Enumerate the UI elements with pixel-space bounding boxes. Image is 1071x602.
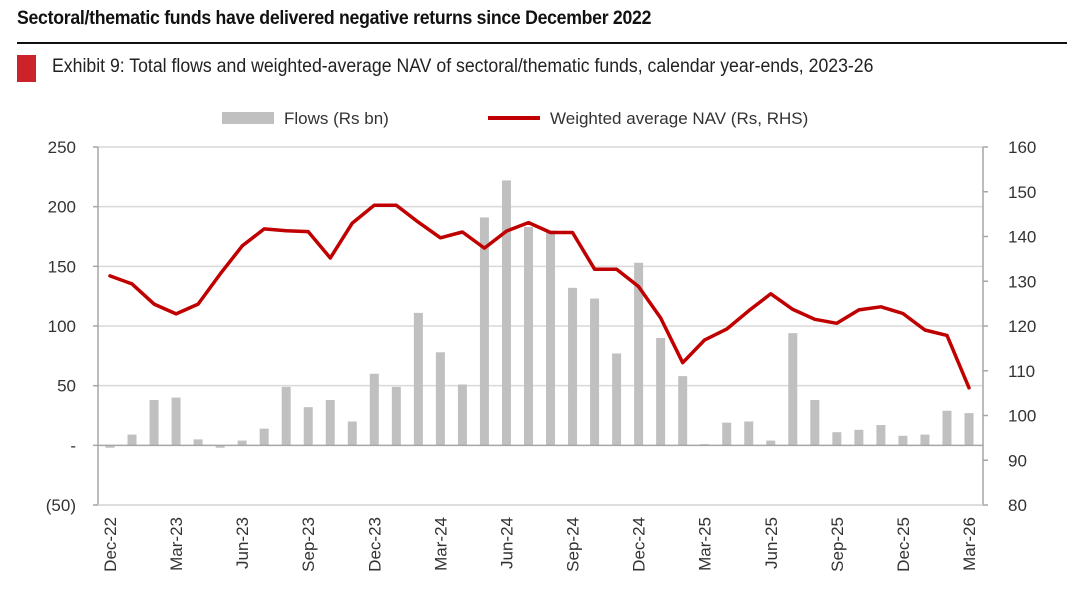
right-tick-label: 100 (1008, 407, 1036, 426)
right-tick-label: 130 (1008, 272, 1036, 291)
right-tick-label: 90 (1008, 451, 1027, 470)
bar-flows-Sep-25 (832, 432, 842, 446)
bar-flows-Aug-25 (810, 399, 820, 446)
bar-flows-May-24 (479, 217, 489, 446)
bar-flows-Apr-24 (457, 384, 467, 446)
left-tick-label: 200 (48, 198, 76, 217)
bar-flows-Mar-24 (435, 352, 445, 446)
exhibit-title: Exhibit 9: Total flows and weighted-aver… (52, 56, 874, 77)
x-tick-label: Dec-22 (101, 517, 120, 572)
bar-flows-Jan-24 (391, 386, 401, 446)
right-tick-label: 110 (1008, 362, 1035, 381)
bar-flows-Nov-25 (876, 425, 886, 446)
x-tick-label: Sep-25 (828, 517, 847, 572)
bar-flows-Jul-25 (788, 333, 798, 446)
x-tick-label: Jun-24 (497, 517, 516, 569)
bar-flows-Jun-24 (501, 180, 511, 446)
bar-flows-Jan-23 (127, 434, 137, 446)
legend-swatch-flows (222, 112, 274, 124)
right-tick-label: 160 (1008, 138, 1036, 157)
bar-flows-Feb-23 (149, 399, 159, 446)
left-tick-label: 100 (48, 317, 76, 336)
bar-flows-Apr-23 (193, 439, 203, 446)
legend-label-flows: Flows (Rs bn) (284, 109, 389, 128)
bar-flows-Oct-25 (854, 429, 864, 446)
line-series-nav (108, 203, 971, 390)
bar-flows-Apr-25 (722, 422, 732, 446)
right-tick-label: 150 (1008, 183, 1036, 202)
bar-flows-Oct-23 (325, 399, 335, 446)
left-tick-label: 250 (48, 138, 76, 157)
x-tick-label: Dec-23 (365, 517, 384, 572)
bar-flows-Sep-23 (303, 407, 313, 446)
bar-flows-Feb-25 (678, 376, 688, 446)
bar-flows-Jun-23 (237, 440, 247, 446)
x-tick-label: Jun-23 (233, 517, 252, 569)
bar-flows-Mar-23 (171, 397, 181, 446)
bar-flows-Aug-24 (546, 230, 556, 446)
left-tick-label: 50 (57, 377, 76, 396)
right-tick-label: 80 (1008, 496, 1027, 515)
right-axis-ticks: 160 150 140 130 120 110 100 90 80 (983, 138, 1036, 515)
bar-flows-Jun-25 (766, 440, 776, 446)
legend-label-nav: Weighted average NAV (Rs, RHS) (550, 109, 808, 128)
bar-flows-Oct-24 (590, 298, 600, 446)
bar-flows-Feb-26 (942, 410, 952, 446)
x-tick-label: Mar-24 (431, 517, 450, 571)
bar-flows-Mar-26 (964, 413, 974, 446)
exhibit-marker (17, 55, 36, 82)
x-tick-label: Dec-24 (630, 517, 649, 572)
bar-flows-Nov-24 (612, 353, 622, 446)
bar-flows-Sep-24 (568, 287, 578, 446)
left-tick-label: 150 (48, 257, 76, 276)
bar-flows-Dec-22 (105, 445, 115, 448)
bar-flows-Nov-23 (347, 421, 357, 446)
x-tick-label: Mar-26 (960, 517, 979, 571)
bar-flows-Dec-25 (898, 435, 908, 446)
headline: Sectoral/thematic funds have delivered n… (17, 8, 652, 29)
x-tick-label: Dec-25 (894, 517, 913, 572)
headline-divider (17, 42, 1067, 44)
bar-flows-Jul-24 (523, 226, 533, 446)
bar-flows-May-23 (215, 445, 225, 448)
bar-flows-Jan-26 (920, 434, 930, 446)
x-tick-label: Mar-25 (696, 517, 715, 571)
nav-line (108, 203, 971, 390)
bar-series-flows (105, 180, 974, 448)
left-tick-label: - (70, 436, 76, 455)
legend: Flows (Rs bn) Weighted average NAV (Rs, … (222, 109, 808, 128)
left-tick-label: (50) (46, 496, 76, 515)
bar-flows-Feb-24 (413, 312, 423, 446)
bar-flows-Dec-23 (369, 373, 379, 446)
right-tick-label: 140 (1008, 228, 1036, 247)
x-tick-label: Sep-24 (564, 517, 583, 572)
x-axis-ticks: Dec-22 Mar-23 Jun-23 Sep-23 Dec-23 Mar-24 Jun-… (101, 517, 979, 572)
right-tick-label: 120 (1008, 317, 1036, 336)
bar-flows-Jul-23 (259, 428, 269, 446)
bar-flows-Dec-24 (634, 262, 644, 446)
bar-flows-Aug-23 (281, 386, 291, 446)
x-tick-label: Mar-23 (167, 517, 186, 571)
x-tick-label: Sep-23 (299, 517, 318, 572)
bar-flows-May-25 (744, 421, 754, 446)
left-axis-ticks: 250 200 150 100 50 - (50) (46, 138, 98, 515)
gridlines (98, 146, 983, 506)
x-tick-label: Jun-25 (762, 517, 781, 569)
bar-flows-Jan-25 (656, 337, 666, 446)
